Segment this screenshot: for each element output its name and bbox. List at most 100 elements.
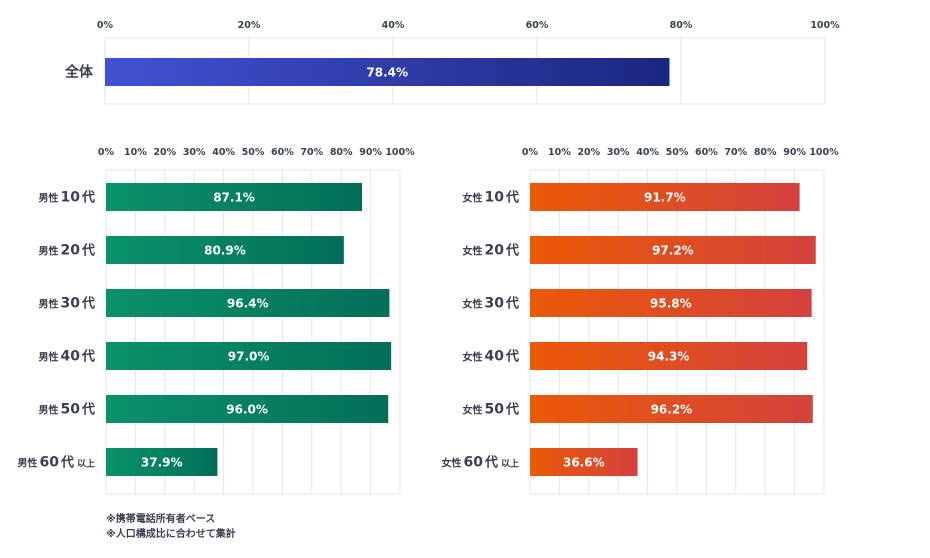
bar-value-label: 96.4% [227,297,269,311]
tick-label: 60% [695,147,718,158]
category-label: 女性 40 代 [463,349,520,365]
bar-value-label: 96.2% [651,403,693,417]
bar [530,183,800,211]
category-label: 女性 20 代 [463,243,520,259]
bar [106,183,363,211]
tick-label: 80% [330,147,353,158]
category-unit: 代 [484,455,498,471]
category-gender: 女性 [463,404,483,417]
chart-female: 0% 10% 20% 30% 40% 50% 60% 70% 80% 90% 100% 91.7% 女性… [441,147,839,495]
category-unit: 代 [505,349,519,365]
bar [106,289,390,317]
bar [106,342,392,370]
category-label: 男性 10 代 [39,190,96,206]
chart-total: 0% 20% 40% 60% 80% 100% 78.4% 全体 [64,20,840,105]
category-label: 男性 60 代以上 [17,455,95,471]
bar-value-label: 87.1% [213,191,255,205]
category-unit: 代 [505,296,519,312]
category-label: 男性 30 代 [39,296,96,312]
category-unit: 代 [505,190,519,206]
category-age: 20 [485,243,505,259]
tick-label: 80% [670,20,693,31]
category-gender: 男性 [39,245,59,258]
notes: ※携帯電話所有者ベース ※人口構成比に合わせて集計 [106,512,236,542]
category-age: 50 [485,402,505,418]
tick-label: 70% [724,147,747,158]
category-unit: 代 [81,296,95,312]
tick-label: 0% [98,147,115,158]
category-label: 全体 [64,64,94,81]
category-gender: 女性 [441,457,461,470]
tick-label: 80% [754,147,777,158]
category-age: 40 [61,349,81,365]
tick-label: 70% [300,147,323,158]
category-age: 50 [61,402,81,418]
bar [530,236,816,264]
bar [106,236,344,264]
bar-value-label: 96.0% [226,403,268,417]
category-gender: 男性 [39,351,59,364]
tick-label: 50% [666,147,689,158]
bar-value-label: 78.4% [366,66,408,80]
tick-label: 30% [607,147,630,158]
category-age: 60 [39,455,59,471]
note-weighting: ※人口構成比に合わせて集計 [106,529,236,540]
tick-label: 0% [522,147,539,158]
bar [530,289,812,317]
tick-label: 20% [238,20,261,31]
bar [530,395,813,423]
bar-value-label: 97.2% [652,244,694,258]
category-age: 10 [61,190,81,206]
chart-svg: 0% 20% 40% 60% 80% 100%78.4%全体0% 10% 20% 30% 40% 5… [17,20,840,495]
category-age: 20 [61,243,81,259]
tick-label: 60% [271,147,294,158]
category-suffix: 以上 [501,458,519,470]
category-gender: 女性 [463,192,483,205]
tick-label: 20% [577,147,600,158]
category-gender: 男性 [39,404,59,417]
category-label: 女性 10 代 [463,190,520,206]
tick-label: 100% [810,20,840,31]
bar [106,395,389,423]
bar [106,448,218,476]
bar [530,448,638,476]
bar-value-label: 37.9% [141,456,183,470]
bar-value-label: 95.8% [650,297,692,311]
bar-value-label: 91.7% [644,191,686,205]
category-unit: 代 [81,190,95,206]
tick-label: 60% [526,20,549,31]
tick-label: 10% [124,147,147,158]
tick-label: 50% [242,147,265,158]
tick-label: 100% [809,147,839,158]
category-gender: 男性 [39,192,59,205]
category-unit: 代 [81,349,95,365]
category-label: 男性 20 代 [39,243,96,259]
bar-value-label: 97.0% [228,350,270,364]
tick-label: 90% [359,147,382,158]
tick-label: 100% [385,147,415,158]
category-label: 女性 30 代 [463,296,520,312]
category-age: 30 [61,296,81,312]
category-label: 女性 50 代 [463,402,520,418]
tick-label: 40% [636,147,659,158]
tick-label: 0% [97,20,114,31]
tick-label: 30% [183,147,206,158]
category-unit: 代 [81,243,95,259]
category-unit: 代 [60,455,74,471]
category-label: 女性 60 代以上 [441,455,519,471]
note-base: ※携帯電話所有者ベース [106,514,216,525]
category-unit: 代 [505,402,519,418]
tick-label: 40% [382,20,405,31]
category-label: 男性 50 代 [39,402,96,418]
bar [105,58,670,86]
bar-value-label: 80.9% [204,244,246,258]
category-unit: 代 [81,402,95,418]
category-gender: 男性 [17,457,37,470]
tick-label: 10% [548,147,571,158]
category-gender: 女性 [463,351,483,364]
category-age: 40 [485,349,505,365]
tick-label: 20% [153,147,176,158]
category-gender: 女性 [463,245,483,258]
bar [530,342,808,370]
category-gender: 男性 [39,298,59,311]
